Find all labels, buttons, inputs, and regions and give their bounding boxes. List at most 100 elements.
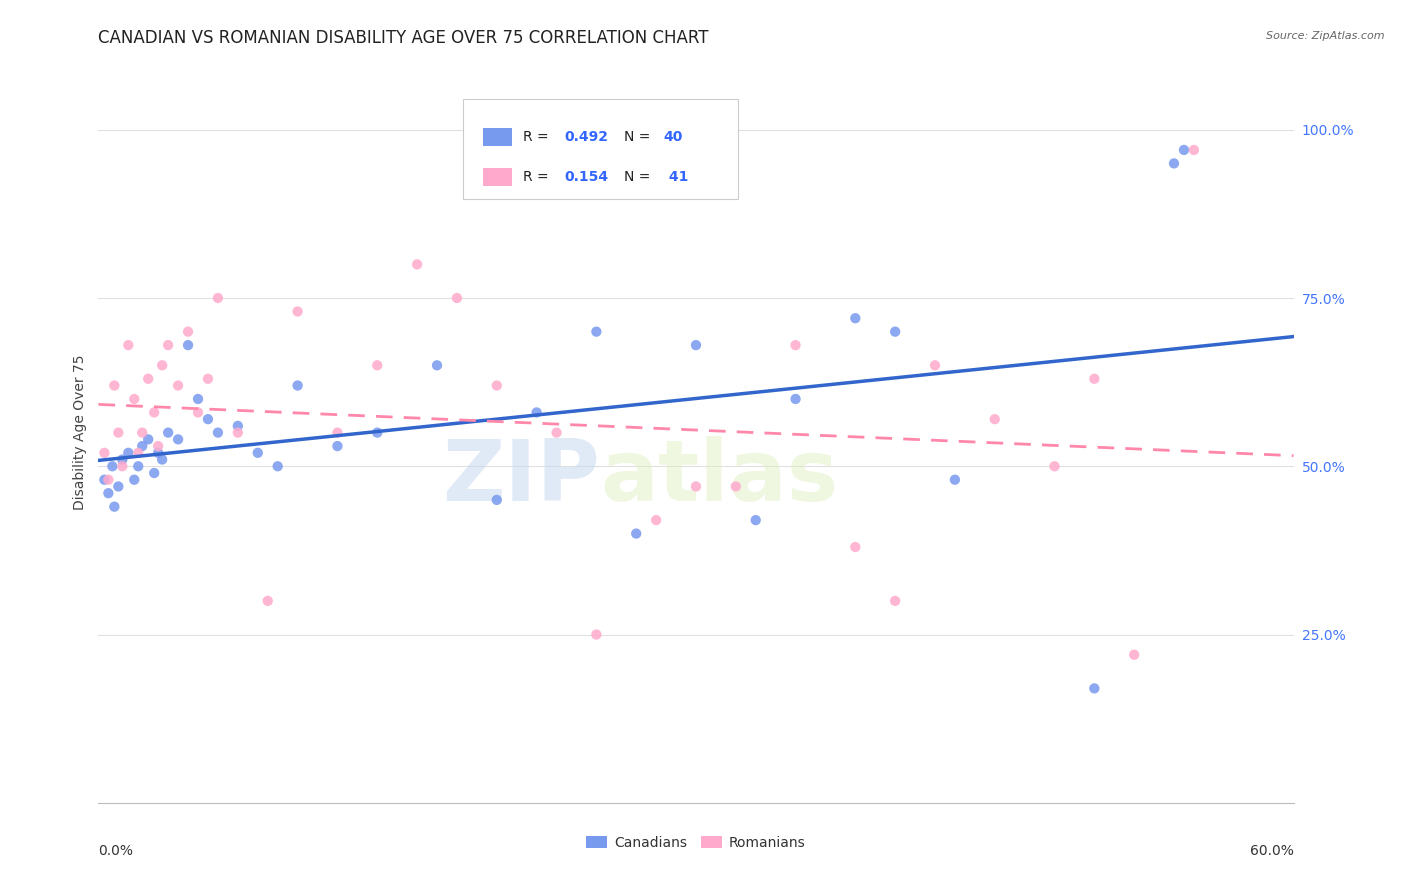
Point <box>143 466 166 480</box>
Point <box>1083 372 1105 386</box>
Point <box>943 473 966 487</box>
Point <box>546 425 568 440</box>
Point <box>177 325 200 339</box>
Point <box>267 459 290 474</box>
Point <box>724 479 747 493</box>
Point <box>207 291 229 305</box>
Point <box>131 425 153 440</box>
Point <box>97 473 120 487</box>
Point <box>101 459 124 474</box>
Text: Source: ZipAtlas.com: Source: ZipAtlas.com <box>1267 31 1385 41</box>
Point <box>197 372 219 386</box>
Point <box>157 338 180 352</box>
Point <box>366 359 388 373</box>
Point <box>844 540 866 554</box>
Text: 60.0%: 60.0% <box>1250 844 1294 857</box>
Point <box>226 418 249 433</box>
Point <box>884 325 907 339</box>
Point <box>485 378 508 392</box>
Text: R =: R = <box>523 129 553 144</box>
Text: 0.492: 0.492 <box>565 129 609 144</box>
Point <box>287 304 309 318</box>
Point <box>150 359 173 373</box>
Point <box>167 433 190 447</box>
Point <box>745 513 768 527</box>
Y-axis label: Disability Age Over 75: Disability Age Over 75 <box>73 355 87 510</box>
Point <box>207 425 229 440</box>
Point <box>485 492 508 507</box>
Point <box>157 425 180 440</box>
Point <box>124 473 146 487</box>
Point <box>127 459 149 474</box>
Point <box>136 433 159 447</box>
Point <box>117 446 139 460</box>
Point <box>148 439 170 453</box>
Legend: Canadians, Romanians: Canadians, Romanians <box>581 830 811 855</box>
Point <box>366 425 388 440</box>
Point <box>326 425 349 440</box>
Text: CANADIAN VS ROMANIAN DISABILITY AGE OVER 75 CORRELATION CHART: CANADIAN VS ROMANIAN DISABILITY AGE OVER… <box>98 29 709 47</box>
Point <box>167 378 190 392</box>
Point <box>246 446 269 460</box>
FancyBboxPatch shape <box>484 128 512 145</box>
Text: N =: N = <box>624 129 655 144</box>
Point <box>685 479 707 493</box>
Point <box>287 378 309 392</box>
Point <box>426 359 449 373</box>
Text: 0.0%: 0.0% <box>98 844 134 857</box>
Point <box>117 338 139 352</box>
Point <box>1123 648 1146 662</box>
Point <box>844 311 866 326</box>
Point <box>884 594 907 608</box>
Point <box>645 513 668 527</box>
Point <box>93 446 115 460</box>
Point <box>526 405 548 419</box>
Text: 41: 41 <box>664 169 688 184</box>
Point <box>1043 459 1066 474</box>
Text: 40: 40 <box>664 129 683 144</box>
Point <box>1182 143 1205 157</box>
Point <box>127 446 149 460</box>
Point <box>111 452 134 467</box>
Point <box>626 526 648 541</box>
Point <box>1173 143 1195 157</box>
Point <box>1163 156 1185 170</box>
FancyBboxPatch shape <box>463 99 738 200</box>
Point <box>97 486 120 500</box>
Text: N =: N = <box>624 169 655 184</box>
Point <box>124 392 146 406</box>
Point <box>446 291 468 305</box>
Point <box>585 325 607 339</box>
Point <box>924 359 946 373</box>
Point <box>103 500 125 514</box>
Point <box>187 392 209 406</box>
Point <box>107 425 129 440</box>
Text: 0.154: 0.154 <box>565 169 609 184</box>
Point <box>131 439 153 453</box>
Point <box>197 412 219 426</box>
Point <box>177 338 200 352</box>
Point <box>585 627 607 641</box>
Point <box>143 405 166 419</box>
Point <box>103 378 125 392</box>
FancyBboxPatch shape <box>484 168 512 186</box>
Point <box>785 392 807 406</box>
Point <box>406 257 429 271</box>
Point <box>984 412 1007 426</box>
Point <box>136 372 159 386</box>
Point <box>685 338 707 352</box>
Point <box>93 473 115 487</box>
Point <box>1083 681 1105 696</box>
Point <box>256 594 278 608</box>
Text: ZIP: ZIP <box>443 435 600 518</box>
Point <box>785 338 807 352</box>
Point <box>111 459 134 474</box>
Point <box>226 425 249 440</box>
Text: atlas: atlas <box>600 435 838 518</box>
Point <box>148 446 170 460</box>
Point <box>326 439 349 453</box>
Text: R =: R = <box>523 169 553 184</box>
Point <box>107 479 129 493</box>
Point <box>187 405 209 419</box>
Point <box>150 452 173 467</box>
